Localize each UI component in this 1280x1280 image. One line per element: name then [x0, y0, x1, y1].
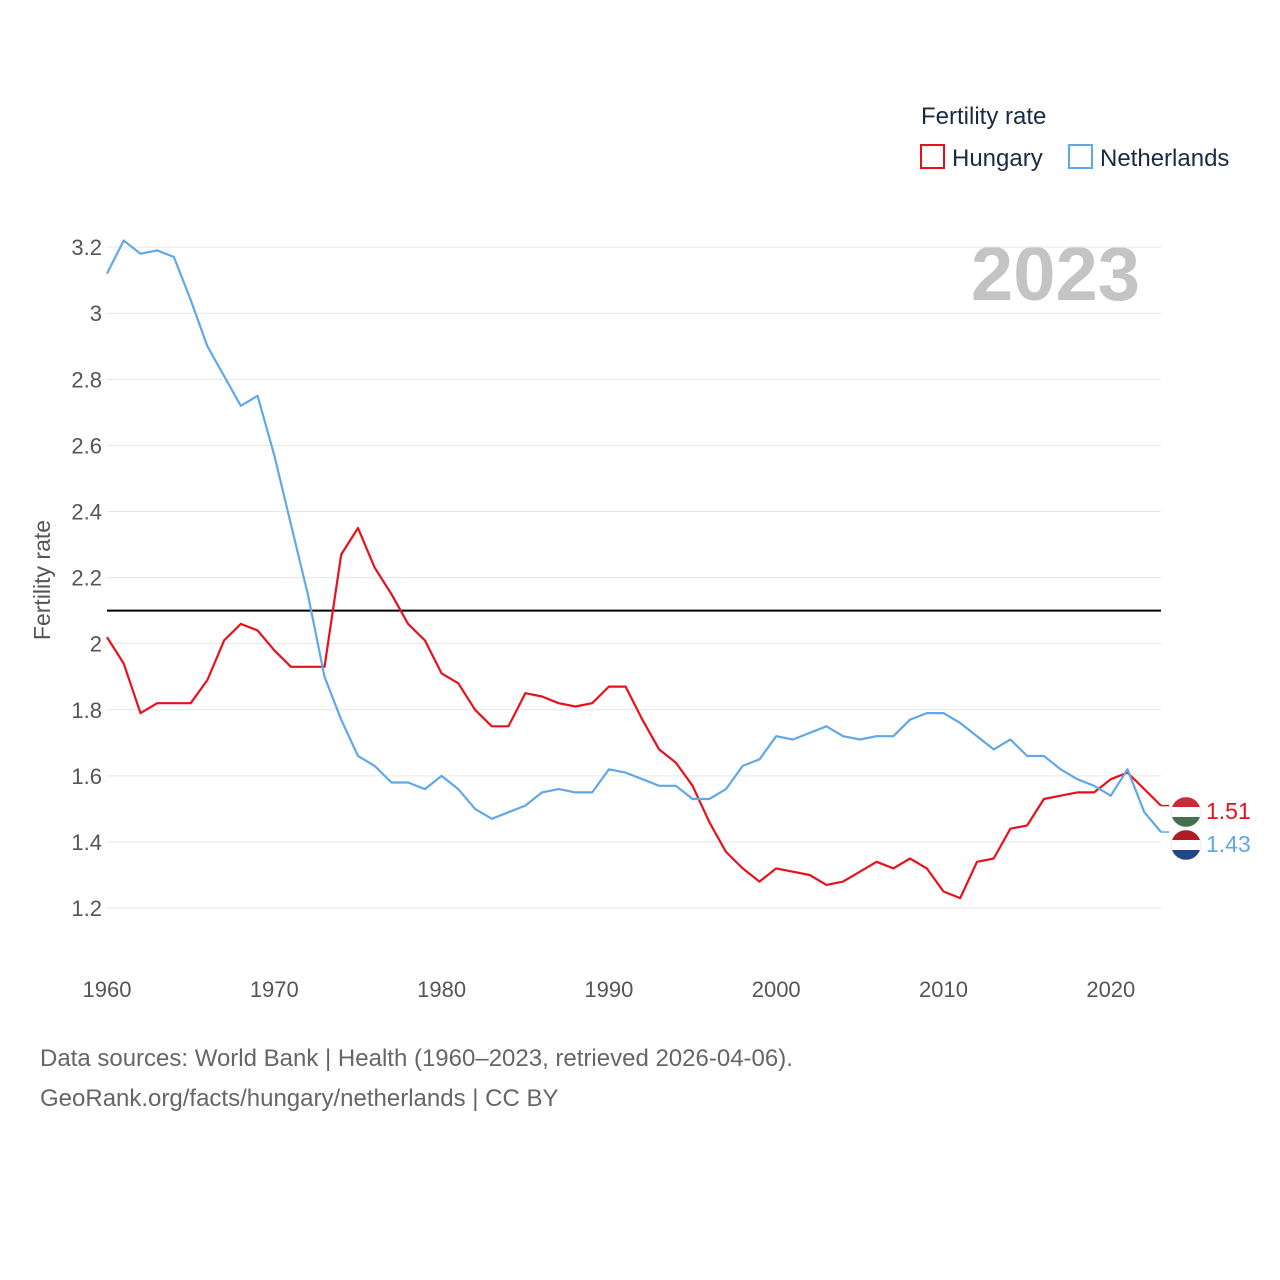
- y-axis-title: Fertility rate: [29, 520, 55, 640]
- x-tick-label: 1990: [584, 977, 633, 1002]
- y-tick-label: 2: [90, 632, 102, 657]
- x-axis-ticks: 1960 1970 1980 1990 2000 2010 2020: [83, 977, 1136, 1002]
- legend-swatch-netherlands: [1068, 144, 1093, 169]
- x-tick-label: 1970: [250, 977, 299, 1002]
- y-tick-label: 3: [90, 301, 102, 326]
- legend-title: Fertility rate: [921, 103, 1046, 130]
- series-line-netherlands[interactable]: [106, 239, 1162, 833]
- y-axis-ticks: 1.2 1.4 1.6 1.8 2 2.2 2.4 2.6 2.8 3 3.2: [71, 235, 102, 921]
- gridlines: [107, 246, 1161, 909]
- legend: Fertility rate Hungary Netherlands: [920, 103, 1229, 172]
- x-tick-label: 1980: [417, 977, 466, 1002]
- y-tick-label: 1.6: [71, 764, 102, 789]
- y-tick-label: 1.4: [71, 830, 102, 855]
- x-tick-label: 1960: [83, 977, 132, 1002]
- series-lines: [106, 239, 1169, 900]
- y-tick-label: 2.2: [71, 566, 102, 591]
- y-tick-label: 3.2: [71, 235, 102, 260]
- netherlands-flag-icon: [1170, 829, 1202, 861]
- y-tick-label: 1.2: [71, 896, 102, 921]
- legend-label-netherlands: Netherlands: [1100, 145, 1229, 172]
- series-line-hungary[interactable]: [106, 526, 1162, 900]
- legend-item-netherlands[interactable]: Netherlands: [1068, 144, 1229, 172]
- data-source-note: Data sources: World Bank | Health (1960–…: [40, 1045, 793, 1072]
- legend-swatch-hungary: [920, 144, 945, 169]
- hungary-flag-icon: [1170, 796, 1202, 828]
- x-tick-label: 2000: [752, 977, 801, 1002]
- end-value-label-hungary: 1.51: [1206, 798, 1251, 824]
- x-tick-label: 2010: [919, 977, 968, 1002]
- credit-link[interactable]: GeoRank.org/facts/hungary/netherlands | …: [40, 1085, 559, 1112]
- y-tick-label: 2.8: [71, 367, 102, 392]
- legend-item-hungary[interactable]: Hungary: [920, 144, 1043, 172]
- end-value-label-netherlands: 1.43: [1206, 831, 1251, 857]
- year-watermark: 2023: [971, 232, 1140, 317]
- x-tick-label: 2020: [1086, 977, 1135, 1002]
- y-tick-label: 2.4: [71, 499, 102, 524]
- y-tick-label: 2.6: [71, 433, 102, 458]
- y-tick-label: 1.8: [71, 698, 102, 723]
- legend-label-hungary: Hungary: [952, 145, 1043, 172]
